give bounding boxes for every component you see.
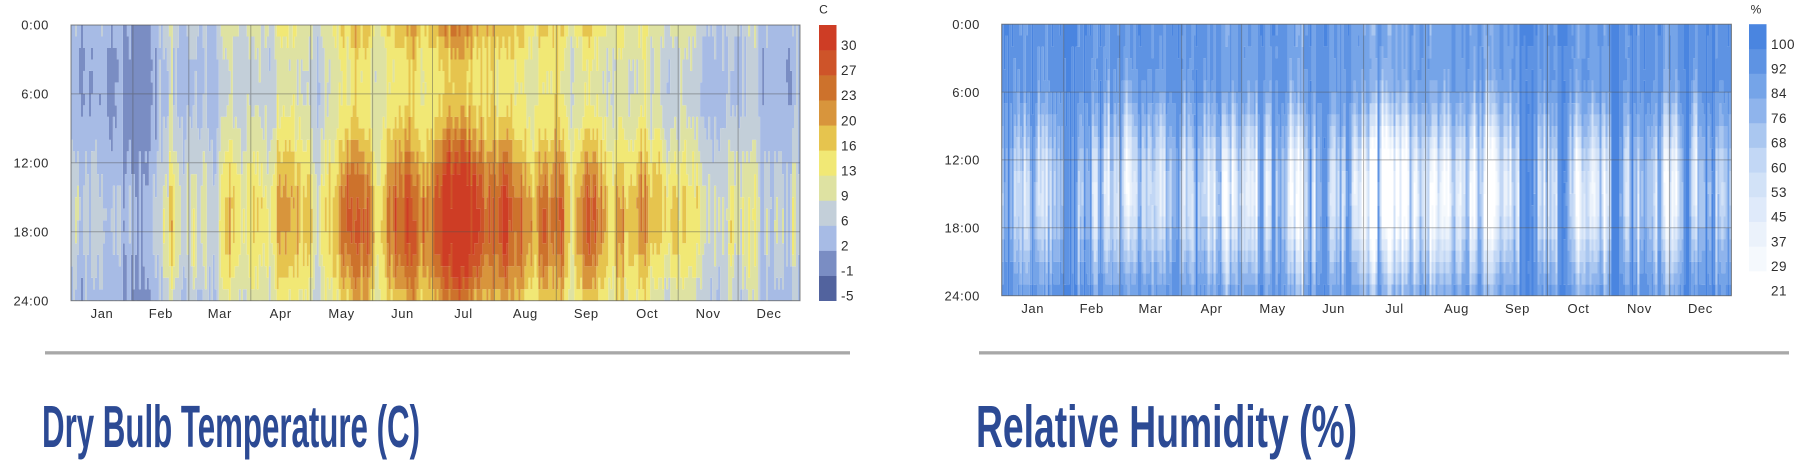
svg-text:76: 76	[1771, 111, 1787, 126]
svg-text:23: 23	[841, 88, 857, 103]
svg-text:12:00: 12:00	[13, 156, 49, 171]
svg-text:Jun: Jun	[391, 306, 414, 321]
svg-text:Jan: Jan	[91, 306, 114, 321]
svg-text:Jul: Jul	[454, 306, 472, 321]
svg-text:84: 84	[1771, 86, 1787, 101]
svg-text:Jun: Jun	[1322, 301, 1345, 316]
svg-text:18:00: 18:00	[13, 225, 49, 240]
svg-text:Apr: Apr	[270, 306, 292, 321]
svg-text:Nov: Nov	[1627, 301, 1652, 316]
svg-text:Jul: Jul	[1385, 301, 1403, 316]
svg-text:13: 13	[841, 163, 857, 178]
svg-text:C: C	[819, 3, 828, 17]
svg-text:6:00: 6:00	[952, 85, 980, 100]
svg-text:12:00: 12:00	[944, 153, 980, 168]
svg-text:60: 60	[1771, 160, 1787, 175]
svg-text:Feb: Feb	[149, 306, 173, 321]
svg-text:6: 6	[841, 214, 849, 229]
svg-text:May: May	[1259, 301, 1285, 316]
svg-text:45: 45	[1771, 210, 1787, 225]
svg-text:0:00: 0:00	[952, 17, 980, 32]
svg-text:Relative Humidity (%): Relative Humidity (%)	[976, 394, 1357, 460]
svg-text:Aug: Aug	[513, 306, 538, 321]
svg-text:27: 27	[841, 63, 857, 78]
svg-text:20: 20	[841, 113, 857, 128]
svg-text:29: 29	[1771, 259, 1787, 274]
svg-text:24:00: 24:00	[13, 293, 49, 308]
svg-text:-1: -1	[841, 264, 854, 279]
svg-text:Sep: Sep	[574, 306, 599, 321]
svg-text:0:00: 0:00	[21, 18, 49, 33]
svg-text:Jan: Jan	[1021, 301, 1044, 316]
svg-text:May: May	[328, 306, 354, 321]
svg-text:9: 9	[841, 188, 849, 203]
svg-text:18:00: 18:00	[944, 221, 980, 236]
svg-text:Mar: Mar	[1138, 301, 1162, 316]
svg-text:30: 30	[841, 38, 857, 53]
svg-text:100: 100	[1771, 37, 1795, 52]
svg-text:-5: -5	[841, 289, 854, 304]
svg-text:6:00: 6:00	[21, 87, 49, 102]
svg-text:21: 21	[1771, 284, 1787, 299]
svg-text:Dec: Dec	[757, 306, 782, 321]
svg-text:24:00: 24:00	[944, 288, 980, 303]
svg-text:%: %	[1751, 3, 1762, 17]
svg-text:Apr: Apr	[1201, 301, 1223, 316]
svg-text:Aug: Aug	[1444, 301, 1469, 316]
svg-text:2: 2	[841, 239, 849, 254]
svg-text:Oct: Oct	[1567, 301, 1589, 316]
svg-text:53: 53	[1771, 185, 1787, 200]
svg-text:68: 68	[1771, 136, 1787, 151]
svg-text:Mar: Mar	[208, 306, 232, 321]
svg-text:16: 16	[841, 138, 857, 153]
svg-text:37: 37	[1771, 234, 1787, 249]
svg-text:Dry Bulb Temperature (C): Dry Bulb Temperature (C)	[42, 394, 420, 460]
svg-text:Nov: Nov	[696, 306, 721, 321]
svg-text:Oct: Oct	[636, 306, 658, 321]
svg-text:92: 92	[1771, 62, 1787, 77]
svg-text:Feb: Feb	[1080, 301, 1104, 316]
svg-text:Dec: Dec	[1688, 301, 1713, 316]
svg-text:Sep: Sep	[1505, 301, 1530, 316]
